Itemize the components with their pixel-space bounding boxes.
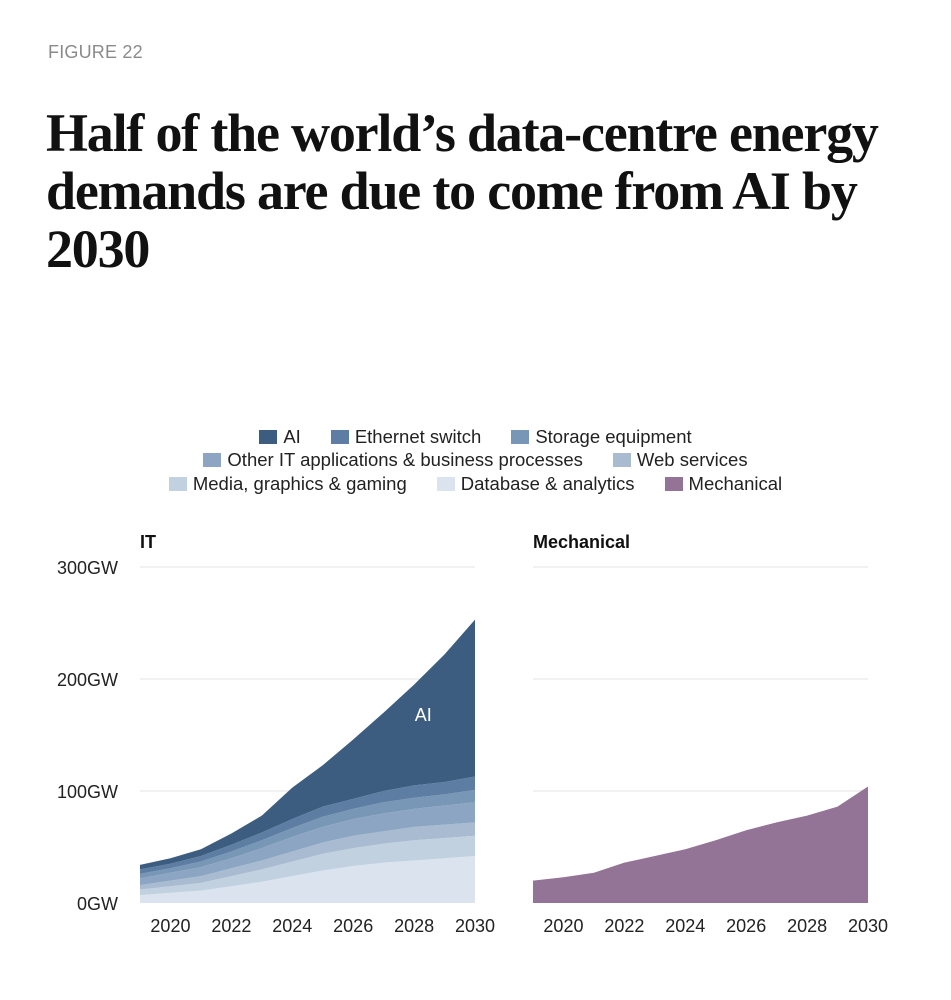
y-tick-label-200: 200GW [57,670,118,690]
it-x-tick-label-2030: 2030 [455,916,495,936]
legend-label-media: Media, graphics & gaming [192,472,407,494]
page-title: Half of the world’s data-centre energy d… [46,103,879,279]
y-tick-label-300: 300GW [57,558,118,578]
legend-row-2: Other IT applications & business process… [0,449,951,473]
legend-item-ethernet-switch: Ethernet switch [330,425,482,448]
area-other-it-applications-and-business-processes [140,802,475,886]
legend-label-mechanical: Mechanical [688,472,783,494]
legend-label-database: Database & analytics [460,472,635,494]
legend-swatch-other-it [203,453,222,468]
it-panel-title: IT [140,532,156,552]
mechanical-x-tick-label-2024: 2024 [665,916,705,936]
area-web-services [140,822,475,890]
mechanical-x-tick-label-2028: 2028 [787,916,827,936]
legend-swatch-mechanical [664,476,683,491]
legend: AI Ethernet switch Storage equipment Oth… [0,425,951,496]
legend-item-storage-equipment: Storage equipment [511,425,692,448]
y-tick-label-100: 100GW [57,782,118,802]
legend-item-mechanical: Mechanical [664,472,783,495]
legend-item-ai: AI [259,425,301,448]
legend-swatch-database [436,476,455,491]
it-panel: IT AI 0GW 100GW 200GW 300GW 2020 2022 2024 2026 20… [57,532,495,936]
mechanical-panel: Mechanical 2020 2022 2024 2026 2028 2030 [533,532,888,936]
area-media-graphics-and-gaming [140,835,475,896]
area-ethernet-switch [140,776,475,874]
mechanical-panel-title: Mechanical [533,532,630,552]
mechanical-x-tick-label-2026: 2026 [726,916,766,936]
legend-label-other-it: Other IT applications & business process… [227,449,583,471]
it-x-tick-label-2024: 2024 [272,916,312,936]
legend-label-ai: AI [283,425,301,447]
it-x-tick-label-2022: 2022 [211,916,251,936]
legend-swatch-web-services [612,453,631,468]
legend-item-web-services: Web services [612,449,748,471]
mechanical-x-tick-label-2030: 2030 [848,916,888,936]
area-storage-equipment [140,789,475,879]
it-x-tick-label-2020: 2020 [150,916,190,936]
legend-item-other-it: Other IT applications & business process… [203,449,583,471]
legend-item-database: Database & analytics [436,472,635,495]
figure-label: FIGURE 22 [48,42,143,62]
chart-area: IT AI 0GW 100GW 200GW 300GW 2020 2022 2024 2026 20… [57,532,888,936]
it-x-tick-label-2026: 2026 [333,916,373,936]
legend-label-ethernet-switch: Ethernet switch [354,425,482,447]
legend-label-storage-equipment: Storage equipment [535,425,692,447]
mechanical-x-tick-label-2020: 2020 [543,916,583,936]
legend-label-web-services: Web services [636,449,748,471]
mechanical-x-tick-label-2022: 2022 [604,916,644,936]
ai-area-label: AI [415,705,432,725]
legend-swatch-storage-equipment [511,429,530,444]
it-x-tick-label-2028: 2028 [394,916,434,936]
legend-swatch-media [168,476,187,491]
y-tick-label-0: 0GW [77,894,118,914]
area-mechanical [533,786,868,903]
legend-swatch-ethernet-switch [330,429,349,444]
legend-row-3: Media, graphics & gaming Database & anal… [0,472,951,496]
legend-row-1: AI Ethernet switch Storage equipment [0,425,951,449]
area-ai [140,619,475,870]
legend-item-media: Media, graphics & gaming [168,472,407,495]
legend-swatch-ai [259,429,278,444]
area-database-and-analytics [140,855,475,903]
